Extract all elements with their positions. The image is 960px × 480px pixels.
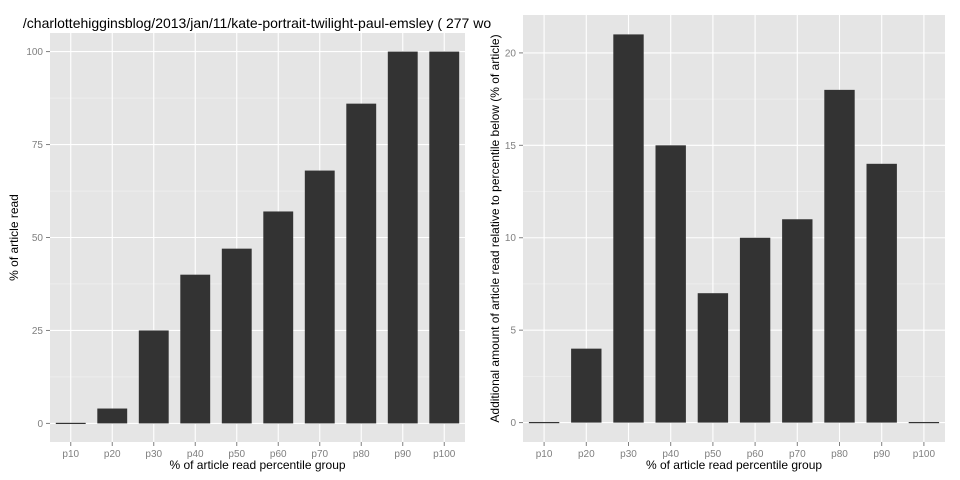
bar-p100 [429,51,460,424]
bar-p30 [613,34,644,423]
x-tick-label: p10 [62,449,79,460]
bar-p30 [138,330,169,424]
y-tick-label: 100 [26,47,43,58]
x-tick-label: p50 [705,449,722,460]
bar-p90 [387,51,418,424]
x-tick-label: p10 [536,449,553,460]
bar-p40 [655,145,686,423]
x-tick-label: p90 [873,449,890,460]
bar-p70 [304,170,335,424]
bar-p10 [55,422,86,425]
x-tick-label: p20 [104,449,121,460]
bar-p60 [739,237,771,423]
bar-p90 [866,163,897,423]
x-tick-label: p80 [353,449,370,460]
bar-p70 [782,219,813,423]
x-tick-label: p20 [578,449,595,460]
x-axis-title: % of article read percentile group [646,458,822,472]
x-tick-label: p70 [789,449,806,460]
y-tick-label: 10 [505,233,517,244]
x-tick-label: p50 [228,449,245,460]
bar-p20 [97,408,128,424]
bar-p40 [180,274,211,424]
y-tick-label: 15 [505,141,517,152]
x-tick-label: p70 [311,449,328,460]
chart-title: /charlottehigginsblog/2013/jan/11/kate-p… [23,15,491,31]
x-tick-label: p100 [913,449,936,460]
bar-p80 [346,103,377,424]
y-tick-label: 25 [32,326,44,337]
bar-p80 [824,89,855,423]
y-tick-label: 5 [510,326,516,337]
x-tick-label: p30 [620,449,637,460]
x-tick-label: p60 [270,449,287,460]
x-tick-label: p90 [394,449,411,460]
x-tick-label: p40 [187,449,204,460]
x-tick-label: p100 [433,449,456,460]
bar-p20 [571,348,602,423]
chart-panel-2: 0 5 10 15 20 p10 p20 p30 p40 p50 p60 p70 p80 p90 p100%… [488,15,945,472]
x-tick-label: p80 [831,449,848,460]
bar-p60 [263,211,294,424]
chart-panel-1: 0 25 50 75 100 p10 p20 p30 p40 p50 p60 p70 p80 p90 p10… [7,15,491,472]
y-axis-title: Additional amount of article read relati… [488,34,502,422]
y-tick-label: 75 [32,140,44,151]
y-tick-label: 20 [505,48,517,59]
bar-p50 [221,248,252,424]
y-tick-label: 50 [32,233,44,244]
x-tick-label: p30 [145,449,162,460]
y-tick-label: 0 [510,418,516,429]
y-tick-label: 0 [37,419,43,430]
bar-p10 [528,421,560,424]
y-axis-title: % of article read [7,194,21,281]
bar-p100 [908,421,940,424]
x-tick-label: p40 [662,449,679,460]
x-tick-label: p60 [747,449,764,460]
bar-p50 [697,293,729,423]
x-axis-title: % of article read percentile group [169,458,345,472]
